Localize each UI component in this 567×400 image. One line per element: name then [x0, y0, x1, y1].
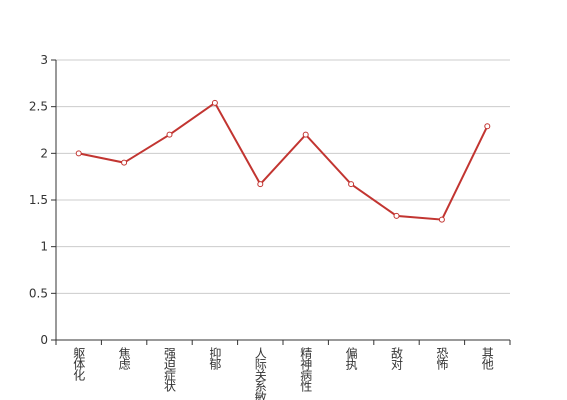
point: [484, 123, 491, 130]
line: [78, 101, 489, 221]
y-tick-label: 1.5: [29, 193, 48, 207]
y-tick-label: 1: [40, 240, 48, 254]
point: [121, 159, 128, 166]
y-tick-label: 2: [40, 146, 48, 160]
point: [393, 212, 400, 219]
x-tick-label: 抑郁: [208, 346, 222, 371]
y-tick-label: 2.5: [29, 100, 48, 114]
point: [75, 150, 82, 157]
point: [348, 181, 355, 188]
x-tick-label: 敌对: [390, 346, 404, 370]
x-tick-label: 精神病性: [299, 347, 313, 393]
point: [166, 131, 173, 138]
x-tick-label: 躯体化: [72, 346, 86, 382]
point: [438, 216, 445, 223]
x-tick-label: 强迫症状: [163, 347, 177, 392]
y-tick-label: 0.5: [29, 286, 48, 300]
x-tick-label: 其他: [480, 347, 494, 370]
x-tick-label: 偏执: [344, 346, 358, 371]
x-tick-label: 恐怖: [435, 347, 449, 370]
y-tick-label: 0: [40, 333, 48, 347]
x-tick-label: 焦虑: [117, 347, 131, 370]
point: [211, 99, 218, 106]
x-tick-label: 人际关系敏感: [253, 347, 267, 400]
y-tick-label: 3: [40, 53, 48, 67]
point: [302, 131, 309, 138]
point: [257, 181, 264, 188]
